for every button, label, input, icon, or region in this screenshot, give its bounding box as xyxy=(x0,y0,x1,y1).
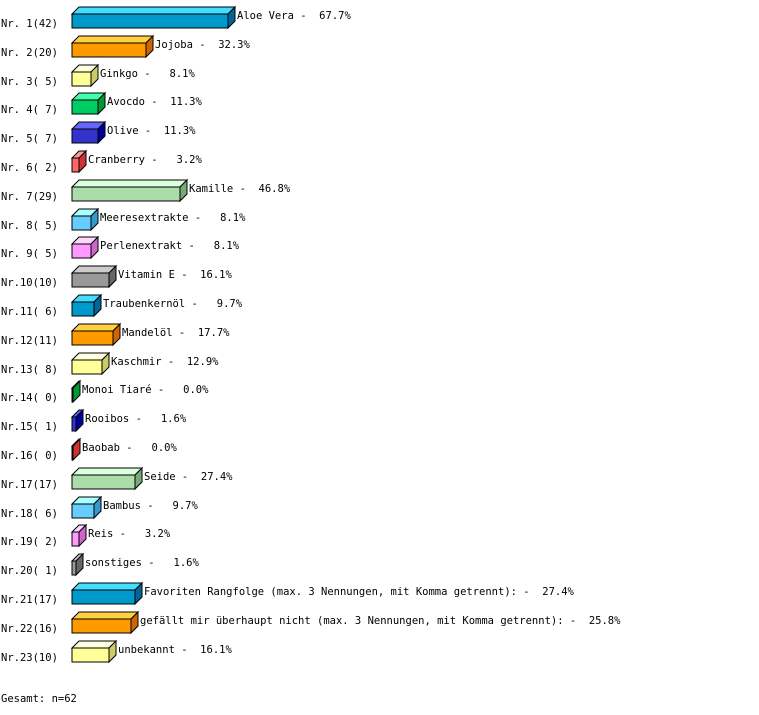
bar-value-label: Rooibos - 1.6% xyxy=(85,413,187,425)
row-label: Nr. 1(42) xyxy=(1,18,58,30)
row-label: Nr.13( 8) xyxy=(1,364,58,376)
bar xyxy=(71,71,92,87)
bar-value-label: Ginkgo - 8.1% xyxy=(100,68,196,80)
bar-value-label: Meeresextrakte - 8.1% xyxy=(100,212,246,224)
bar xyxy=(71,589,136,605)
bar-value-label: Vitamin E - 16.1% xyxy=(118,269,232,281)
bar-value-label: Aloe Vera - 67.7% xyxy=(237,10,351,22)
bar xyxy=(71,128,99,144)
bar-top xyxy=(70,611,140,620)
bar xyxy=(71,301,95,317)
row-label: Nr. 9( 5) xyxy=(1,248,58,260)
bar-side xyxy=(72,379,81,404)
bar-value-label: Baobab - 0.0% xyxy=(82,442,178,454)
row-label: Nr. 2(20) xyxy=(1,47,58,59)
bar xyxy=(71,618,132,634)
row-label: Nr.16( 0) xyxy=(1,450,58,462)
bar-side xyxy=(72,437,81,462)
row-label: Nr.15( 1) xyxy=(1,421,58,433)
bar-value-label: Olive - 11.3% xyxy=(107,125,196,137)
bar-value-label: Perlenextrakt - 8.1% xyxy=(100,240,240,252)
row-label: Nr.20( 1) xyxy=(1,565,58,577)
bar xyxy=(71,13,229,29)
bar-value-label: Jojoba - 32.3% xyxy=(155,39,251,51)
bar xyxy=(71,42,147,58)
bar-value-label: Traubenkernöl - 9.7% xyxy=(103,298,243,310)
row-label: Nr.19( 2) xyxy=(1,536,58,548)
row-label: Nr.10(10) xyxy=(1,277,58,289)
bar xyxy=(71,272,110,288)
row-label: Nr. 3( 5) xyxy=(1,76,58,88)
bar-value-label: sonstiges - 1.6% xyxy=(85,557,199,569)
bar-top xyxy=(70,179,189,188)
bar xyxy=(71,474,136,490)
bar-value-label: Favoriten Rangfolge (max. 3 Nennungen, m… xyxy=(144,586,575,598)
row-label: Nr.23(10) xyxy=(1,652,58,664)
row-label: Nr.21(17) xyxy=(1,594,58,606)
bar xyxy=(71,157,80,173)
bar xyxy=(71,99,99,115)
bar xyxy=(71,359,103,375)
bar-value-label: Seide - 27.4% xyxy=(144,471,233,483)
bar xyxy=(71,647,110,663)
row-label: Nr. 5( 7) xyxy=(1,133,58,145)
bar xyxy=(71,387,74,403)
bar xyxy=(71,330,114,346)
row-label: Nr. 7(29) xyxy=(1,191,58,203)
row-label: Nr. 8( 5) xyxy=(1,220,58,232)
row-label: Nr.12(11) xyxy=(1,335,58,347)
bar-value-label: Kamille - 46.8% xyxy=(189,183,291,195)
row-label: Nr. 4( 7) xyxy=(1,104,58,116)
bar-value-label: Cranberry - 3.2% xyxy=(88,154,202,166)
row-label: Nr.17(17) xyxy=(1,479,58,491)
bar xyxy=(71,416,77,432)
bar xyxy=(71,560,77,576)
bar-value-label: Kaschmir - 12.9% xyxy=(111,356,219,368)
row-label: Nr.14( 0) xyxy=(1,392,58,404)
bar-value-label: unbekannt - 16.1% xyxy=(118,644,232,656)
bar-top xyxy=(70,323,122,332)
row-label: Nr. 6( 2) xyxy=(1,162,58,174)
bar-value-label: Reis - 3.2% xyxy=(88,528,171,540)
bar xyxy=(71,445,74,461)
bar-value-label: gefällt mir überhaupt nicht (max. 3 Nenn… xyxy=(140,615,621,627)
bar xyxy=(71,186,181,202)
bar xyxy=(71,243,92,259)
bar-top xyxy=(70,6,237,15)
row-label: Nr.18( 6) xyxy=(1,508,58,520)
bar-top xyxy=(70,35,155,44)
row-label: Nr.22(16) xyxy=(1,623,58,635)
bar xyxy=(71,531,80,547)
row-label: Nr.11( 6) xyxy=(1,306,58,318)
bar-value-label: Avocdo - 11.3% xyxy=(107,96,203,108)
bar-top xyxy=(70,582,144,591)
bar-value-label: Bambus - 9.7% xyxy=(103,500,199,512)
bar xyxy=(71,503,95,519)
bar-top xyxy=(70,467,144,476)
bar-value-label: Mandelöl - 17.7% xyxy=(122,327,230,339)
bar-value-label: Monoi Tiaré - 0.0% xyxy=(82,384,209,396)
bar xyxy=(71,215,92,231)
total-label: Gesamt: n=62 xyxy=(1,693,77,705)
